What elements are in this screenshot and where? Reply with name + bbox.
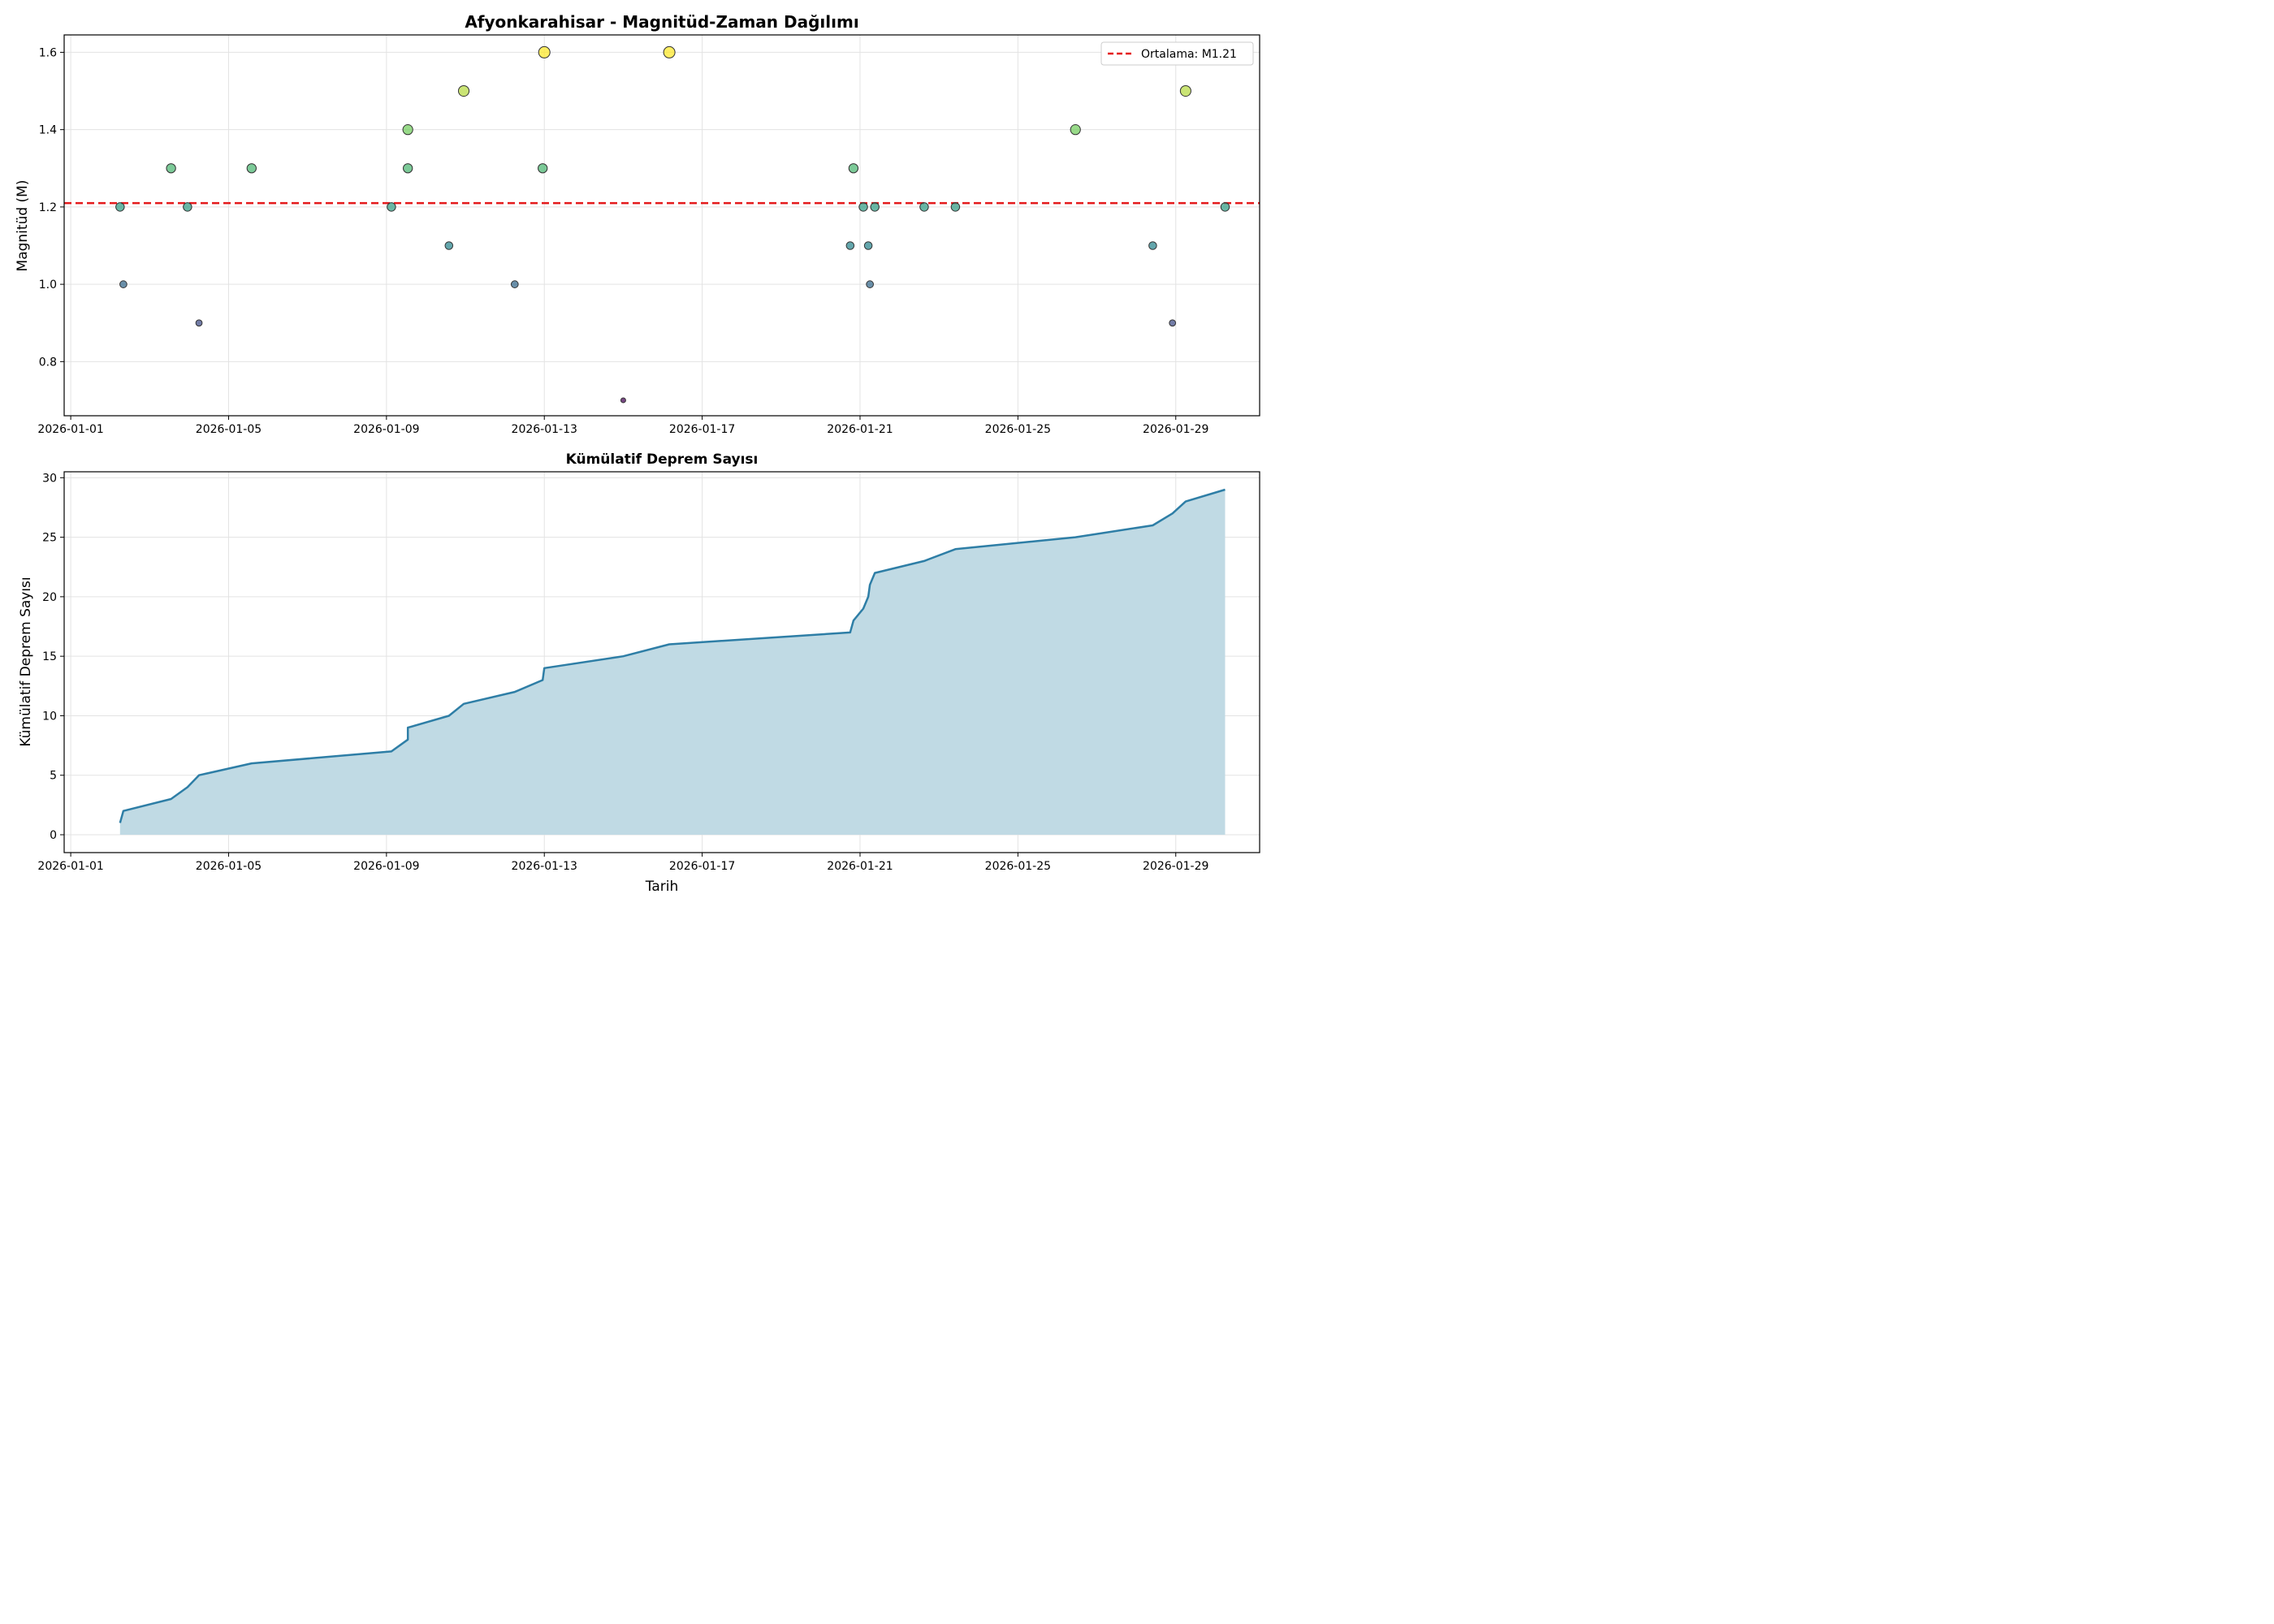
- legend: Ortalama: M1.21: [1100, 41, 1254, 66]
- y-tick-label: 1.2: [39, 201, 57, 214]
- x-tick-label: 2026-01-21: [827, 860, 893, 873]
- earthquake-point: [115, 202, 125, 212]
- y-tick-label: 0: [50, 829, 57, 842]
- cumulative-title: Kümülatif Deprem Sayısı: [566, 451, 759, 468]
- earthquake-point: [919, 202, 929, 212]
- earthquake-point: [444, 241, 454, 250]
- earthquake-point: [870, 202, 880, 212]
- earthquake-point: [1179, 84, 1191, 97]
- scatter-y-ticks: 0.8 1.0 1.2 1.4 1.6: [39, 46, 64, 369]
- earthquake-point: [845, 241, 855, 250]
- y-tick-label: 15: [42, 650, 57, 663]
- earthquake-point: [166, 163, 176, 174]
- x-tick-label: 2026-01-09: [353, 423, 419, 436]
- earthquake-point: [183, 202, 192, 212]
- earthquake-point: [246, 163, 257, 174]
- x-tick-label: 2026-01-29: [1143, 860, 1208, 873]
- earthquake-point: [848, 163, 859, 174]
- earthquake-point: [1220, 202, 1230, 212]
- x-tick-label: 2026-01-01: [37, 860, 103, 873]
- earthquake-point: [950, 202, 961, 212]
- x-tick-label: 2026-01-05: [196, 423, 262, 436]
- figure: Afyonkarahisar - Magnitüd-Zaman Dağılımı…: [15, 12, 1260, 895]
- scatter-ylabel: Magnitüd (M): [15, 180, 31, 272]
- y-tick-label: 5: [50, 770, 57, 783]
- scatter-grid: [64, 35, 1260, 416]
- earthquake-point: [1169, 319, 1177, 327]
- y-tick-label: 20: [42, 591, 57, 604]
- earthquake-point: [457, 84, 470, 97]
- scatter-title: Afyonkarahisar - Magnitüd-Zaman Dağılımı: [465, 12, 858, 32]
- earthquake-point: [1070, 124, 1081, 136]
- legend-box: [1100, 41, 1254, 66]
- x-tick-label: 2026-01-25: [985, 423, 1051, 436]
- y-tick-label: 1.0: [39, 279, 57, 292]
- earthquake-point: [510, 280, 519, 288]
- scatter-frame: [63, 34, 1260, 417]
- cumulative-area: [119, 490, 1226, 835]
- x-tick-label: 2026-01-01: [37, 423, 103, 436]
- x-tick-label: 2026-01-05: [196, 860, 262, 873]
- earthquake-point: [403, 163, 413, 174]
- x-tick-label: 2026-01-13: [512, 423, 577, 436]
- y-tick-label: 1.6: [39, 46, 57, 59]
- cumulative-frame: [63, 471, 1260, 853]
- x-tick-label: 2026-01-17: [669, 423, 735, 436]
- cumulative-y-ticks: 0 5 10 15 20 25 30: [42, 472, 64, 842]
- x-tick-label: 2026-01-29: [1143, 423, 1208, 436]
- earthquake-point: [858, 202, 868, 212]
- scatter-x-ticks: 2026-01-01 2026-01-05 2026-01-09 2026-01-13…: [37, 416, 1208, 436]
- earthquake-point: [620, 397, 626, 404]
- legend-mean-label: Ortalama: M1.21: [1141, 48, 1237, 61]
- x-tick-label: 2026-01-17: [669, 860, 735, 873]
- y-tick-label: 25: [42, 532, 57, 545]
- y-tick-label: 1.4: [39, 124, 57, 137]
- earthquake-point: [195, 319, 203, 327]
- y-tick-label: 10: [42, 710, 57, 723]
- x-tick-label: 2026-01-21: [827, 423, 893, 436]
- earthquake-point: [119, 280, 128, 288]
- cumulative-ylabel: Kümülatif Deprem Sayısı: [18, 577, 34, 746]
- cumulative-x-ticks: 2026-01-01 2026-01-05 2026-01-09 2026-01-13…: [37, 853, 1208, 873]
- earthquake-point: [387, 202, 396, 212]
- cumulative-line: [119, 488, 1226, 823]
- x-tick-label: 2026-01-25: [985, 860, 1051, 873]
- cumulative-plot: [119, 488, 1226, 835]
- earthquake-point: [866, 280, 874, 288]
- y-tick-label: 0.8: [39, 356, 57, 369]
- cumulative-xlabel: Tarih: [645, 879, 678, 895]
- earthquake-point: [402, 124, 413, 136]
- earthquake-point: [538, 45, 551, 58]
- earthquake-point: [863, 241, 873, 250]
- earthquake-point: [538, 163, 548, 174]
- earthquake-point: [663, 45, 676, 58]
- x-tick-label: 2026-01-09: [353, 860, 419, 873]
- x-tick-label: 2026-01-13: [512, 860, 577, 873]
- scatter-plot: [64, 45, 1260, 404]
- earthquake-point: [1148, 241, 1157, 250]
- y-tick-label: 30: [42, 472, 57, 485]
